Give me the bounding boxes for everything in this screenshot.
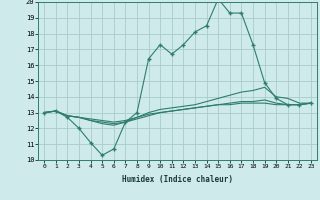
X-axis label: Humidex (Indice chaleur): Humidex (Indice chaleur) (122, 175, 233, 184)
